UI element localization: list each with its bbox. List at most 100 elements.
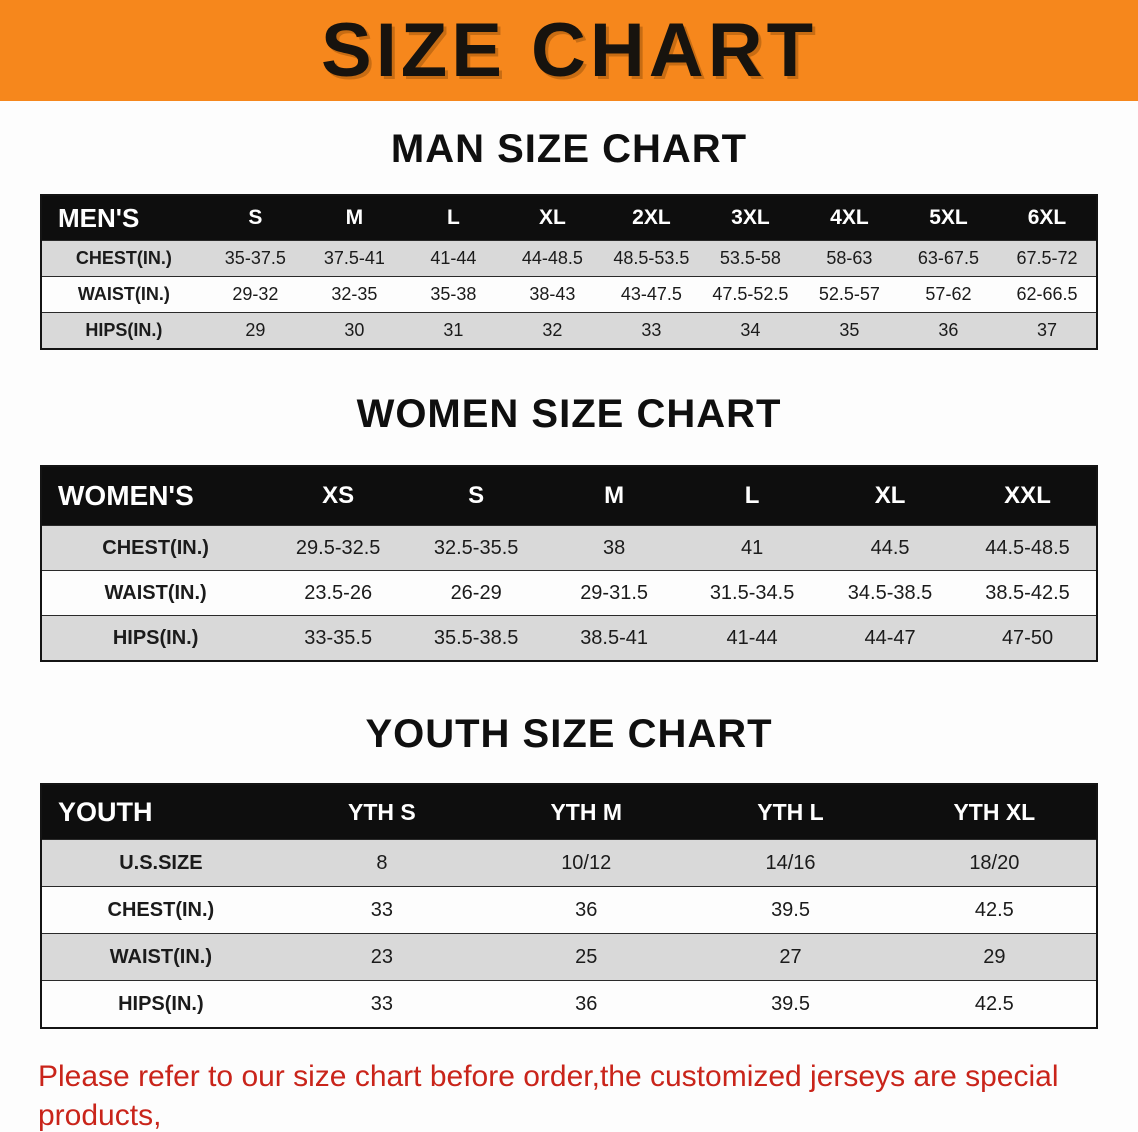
- size-value: 63-67.5: [917, 248, 979, 268]
- measurement-row: CHEST(IN.) 35-37.5 37.5-41 41-44 44-48.5 48.5…: [41, 240, 1097, 277]
- size-value: 23: [370, 945, 394, 968]
- youth-size-table: YOUTH YTH S YTH M YTH L YTH XL U.S.SIZE 8 10/12…: [40, 783, 1098, 1029]
- size-value: 30: [344, 320, 365, 340]
- size-value: 39.5: [771, 992, 810, 1015]
- size-value: 14/16: [765, 851, 816, 874]
- footer-note: Please refer to our size chart before or…: [38, 1057, 1100, 1132]
- size-value: 33: [370, 992, 394, 1015]
- table-header-row: YOUTH YTH S YTH M YTH L YTH XL: [41, 784, 1097, 840]
- size-column-header: YTH S: [348, 798, 416, 825]
- size-value: 39.5: [771, 898, 810, 921]
- measurement-row: WAIST(IN.) 23.5-26 26-29 29-31.5 31.5-34.5 34…: [41, 570, 1097, 616]
- size-value: 26-29: [450, 581, 502, 604]
- size-value: 8: [376, 851, 388, 874]
- size-value: 37: [1036, 320, 1057, 340]
- table-header-row: WOMEN'S XS S M L XL XXL: [41, 466, 1097, 526]
- footer-line-1: Please refer to our size chart before or…: [38, 1060, 1059, 1132]
- table-header-row: MEN'S S M L XL 2XL 3XL 4XL 5XL 6XL: [41, 195, 1097, 241]
- size-value: 37.5-41: [323, 248, 385, 268]
- table-title-cell: YOUTH: [58, 796, 153, 827]
- size-value: 36: [575, 992, 598, 1015]
- size-value: 25: [575, 945, 598, 968]
- size-column-header: XS: [322, 482, 355, 509]
- size-value: 41-44: [430, 248, 477, 268]
- size-column-header: S: [248, 206, 263, 229]
- measurement-row: HIPS(IN.) 33 36 39.5 42.5: [41, 980, 1097, 1028]
- size-column-header: YTH XL: [953, 798, 1036, 825]
- size-value: 29: [983, 945, 1006, 968]
- size-value: 18/20: [969, 851, 1020, 874]
- size-value: 34.5-38.5: [847, 581, 933, 604]
- size-column-header: M: [345, 206, 364, 229]
- size-value: 31.5-34.5: [709, 581, 795, 604]
- size-column-header: YTH M: [550, 798, 622, 825]
- size-value: 31: [443, 320, 464, 340]
- row-label: CHEST(IN.): [107, 898, 215, 921]
- youth-section-heading: YOUTH SIZE CHART: [365, 712, 773, 756]
- size-value: 33: [370, 898, 394, 921]
- measurement-row: WAIST(IN.) 29-32 32-35 35-38 38-43 43-47.5 47.…: [41, 276, 1097, 313]
- measurement-row: CHEST(IN.) 29.5-32.5 32.5-35.5 38 41 44.5 44.5…: [41, 525, 1097, 571]
- banner: SIZE CHART: [0, 0, 1138, 101]
- size-value: 38.5-42.5: [985, 581, 1070, 604]
- row-label: CHEST(IN.): [75, 248, 172, 268]
- size-value: 47.5-52.5: [712, 284, 789, 304]
- page-title: SIZE CHART: [321, 8, 817, 93]
- size-value: 35: [839, 320, 860, 340]
- size-value: 29: [245, 320, 266, 340]
- row-label: WAIST(IN.): [109, 945, 212, 968]
- size-value: 38.5-41: [580, 626, 649, 649]
- size-column-header: XL: [874, 482, 906, 509]
- row-label: HIPS(IN.): [85, 320, 163, 340]
- size-value: 52.5-57: [818, 284, 880, 304]
- size-value: 43-47.5: [620, 284, 682, 304]
- table-title-cell: MEN'S: [58, 202, 140, 233]
- size-value: 44-48.5: [521, 248, 583, 268]
- measurement-row: HIPS(IN.) 29 30 31 32 33 34 35 36 37: [41, 312, 1097, 349]
- size-column-header: L: [446, 206, 460, 229]
- measurement-row: U.S.SIZE 8 10/12 14/16 18/20: [41, 839, 1097, 887]
- size-value: 42.5: [974, 992, 1014, 1015]
- size-value: 34: [740, 320, 761, 340]
- size-value: 36: [938, 320, 959, 340]
- size-value: 42.5: [974, 898, 1014, 921]
- size-value: 47-50: [1001, 626, 1054, 649]
- row-label: WAIST(IN.): [104, 581, 207, 604]
- women-section-heading: WOMEN SIZE CHART: [356, 392, 782, 436]
- size-value: 32: [542, 320, 563, 340]
- size-value: 27: [779, 945, 802, 968]
- size-value: 36: [575, 898, 598, 921]
- section-youth: YOUTH SIZE CHART YOUTH YTH S YTH M YTH L YTH…: [0, 662, 1138, 1029]
- measurement-row: WAIST(IN.) 23 25 27 29: [41, 933, 1097, 981]
- measurement-row: HIPS(IN.) 33-35.5 35.5-38.5 38.5-41 41-44 44-…: [41, 615, 1097, 661]
- size-column-header: 4XL: [830, 206, 869, 229]
- size-value: 38-43: [529, 284, 576, 304]
- row-label: WAIST(IN.): [77, 284, 170, 304]
- men-section-heading: MAN SIZE CHART: [390, 127, 748, 171]
- row-label: HIPS(IN.): [112, 626, 199, 649]
- size-value: 48.5-53.5: [613, 248, 690, 268]
- section-men: MAN SIZE CHART MEN'S S M L XL 2XL 3XL 4XL 5XL 6XL…: [0, 101, 1138, 350]
- size-value: 67.5-72: [1016, 248, 1078, 268]
- section-women: WOMEN SIZE CHART WOMEN'S XS S M L XL XXL CHEST(…: [0, 350, 1138, 662]
- size-value: 41-44: [726, 626, 778, 649]
- size-value: 33-35.5: [304, 626, 373, 649]
- size-value: 44.5-48.5: [985, 536, 1070, 559]
- size-value: 35-37.5: [224, 248, 286, 268]
- size-value: 23.5-26: [304, 581, 373, 604]
- size-value: 32.5-35.5: [433, 536, 519, 559]
- size-value: 53.5-58: [719, 248, 781, 268]
- size-value: 29-31.5: [580, 581, 649, 604]
- size-column-header: L: [744, 482, 760, 509]
- size-value: 57-62: [925, 284, 972, 304]
- size-value: 35.5-38.5: [433, 626, 519, 649]
- size-column-header: 2XL: [632, 206, 671, 229]
- size-column-header: XL: [538, 206, 566, 229]
- size-column-header: YTH L: [757, 798, 824, 825]
- size-value: 58-63: [826, 248, 873, 268]
- row-label: CHEST(IN.): [102, 536, 209, 559]
- size-value: 29-32: [232, 284, 279, 304]
- size-value: 41: [740, 536, 764, 559]
- size-column-header: S: [468, 482, 485, 509]
